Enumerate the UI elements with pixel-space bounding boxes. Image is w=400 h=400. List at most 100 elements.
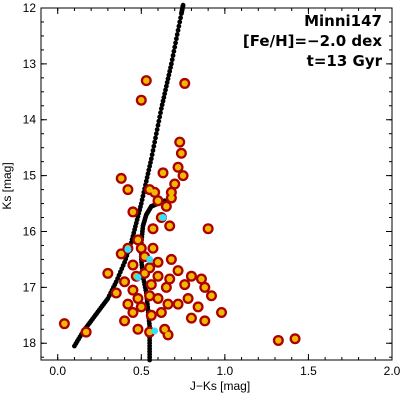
isochrone-point: [164, 80, 170, 85]
isochrone-point: [152, 139, 158, 145]
star-overlap-marker: [181, 80, 188, 87]
star-overlap-marker: [129, 309, 137, 316]
star-overlap-marker: [129, 286, 137, 294]
isochrone-point: [148, 156, 154, 162]
star-overlap-marker: [168, 194, 175, 202]
axis-ticks: 0.0 0.5 1.0 1.5 2.0 12 13 14 15 16 17 18: [23, 1, 400, 378]
star-overlap-marker: [164, 331, 172, 339]
density-highlight: [151, 327, 159, 335]
star-overlap-marker: [121, 278, 128, 285]
density-highlight: [134, 273, 142, 281]
star-overlap-marker: [121, 317, 128, 325]
x-tick-label: 0.5: [133, 364, 150, 378]
x-tick-label: 1.5: [300, 364, 317, 378]
x-axis-label: J−Ks [mag]: [190, 379, 250, 393]
star-overlap-marker: [159, 169, 167, 177]
y-tick-label: 17: [23, 280, 37, 294]
star-overlap-marker: [174, 164, 182, 171]
x-tick-label: 1.0: [217, 364, 234, 378]
y-tick-label: 12: [23, 1, 37, 15]
isochrone-point: [175, 27, 181, 33]
y-tick-label: 15: [23, 169, 37, 183]
isochrone-point: [143, 178, 149, 184]
x-tick-label: 2.0: [384, 364, 400, 378]
isochrone-point: [176, 23, 182, 29]
star-overlap-marker: [174, 267, 182, 274]
isochrone-point: [153, 131, 159, 137]
isochrone-point: [159, 102, 165, 108]
isochrone-point: [167, 68, 173, 74]
star-overlap-marker: [146, 264, 153, 272]
star-overlap-marker: [141, 253, 148, 260]
isochrone-point: [149, 152, 155, 158]
isochrone-point: [160, 98, 166, 104]
isochrone-point: [168, 65, 173, 70]
star-overlap-marker: [168, 256, 175, 263]
star-overlap-marker: [61, 320, 68, 327]
y-tick-label: 16: [23, 224, 37, 238]
star-overlap-marker: [198, 275, 205, 283]
star-overlap-marker: [181, 281, 188, 288]
isochrone-point: [157, 114, 163, 120]
star-overlap-marker: [201, 284, 208, 291]
density-highlight: [159, 214, 167, 222]
isochrone-point: [163, 87, 168, 93]
isochrone-point: [156, 118, 162, 124]
isochrone-point: [146, 167, 152, 173]
annotation-box: Minni147 [Fe/H]=−2.0 dex t=13 Gyr: [243, 12, 383, 70]
star-overlap-marker: [178, 150, 185, 157]
isochrone-point: [178, 15, 183, 21]
y-tick-label: 14: [23, 113, 37, 127]
star-overlap-marker: [124, 186, 132, 193]
star-overlap-marker: [154, 197, 162, 204]
annotation-age: t=13 Gyr: [307, 52, 383, 70]
isochrone-point: [140, 193, 146, 199]
star-overlap-marker: [174, 300, 182, 308]
isochrone-point: [151, 143, 157, 149]
star-overlap-marker: [134, 295, 142, 302]
star-overlap-marker: [204, 225, 212, 232]
star-overlap-marker: [208, 292, 215, 299]
star-overlap-marker: [82, 328, 90, 336]
isochrone-point: [171, 48, 177, 54]
star-overlap-marker: [146, 292, 153, 299]
star-overlap-marker: [176, 138, 183, 146]
annotation-cluster-name: Minni147: [304, 12, 382, 30]
star-overlap-marker: [141, 270, 148, 277]
isochrone-point: [153, 135, 158, 141]
isochrone-point: [161, 94, 167, 100]
isochrone-point: [154, 127, 160, 132]
star-overlap-marker: [168, 189, 175, 196]
star-overlap-marker: [184, 295, 192, 302]
star-overlap-marker: [138, 245, 145, 252]
star-overlap-marker: [138, 303, 145, 311]
star-overlap-marker: [134, 236, 142, 244]
star-overlap-marker: [194, 303, 202, 311]
star-overlap-marker: [143, 77, 150, 84]
star-overlap-marker: [118, 250, 125, 258]
star-overlap-marker: [201, 317, 208, 325]
isochrone-point: [173, 36, 179, 42]
star-overlap-marker: [161, 326, 168, 333]
y-tick-label: 13: [23, 57, 37, 71]
star-overlap-marker: [124, 300, 132, 308]
star-overlap-marker: [179, 172, 187, 179]
isochrone-point: [169, 57, 175, 63]
isochrone-point: [165, 76, 171, 82]
density-highlight: [124, 245, 132, 253]
star-overlap-marker: [154, 295, 162, 302]
star-overlap-marker: [151, 189, 158, 196]
star-overlap-marker: [188, 314, 195, 322]
isochrone-point: [145, 171, 151, 177]
isochrone-point: [173, 40, 178, 46]
isochrone-point: [158, 110, 163, 116]
star-overlap-marker: [154, 259, 162, 266]
star-overlap-marker: [188, 272, 195, 280]
star-overlap-marker: [138, 96, 145, 104]
isochrone-point: [147, 163, 153, 169]
star-overlap-marker: [158, 309, 165, 316]
isochrone-point: [139, 197, 145, 203]
star-overlap-marker: [171, 180, 178, 188]
star-overlap-marker: [129, 208, 137, 216]
